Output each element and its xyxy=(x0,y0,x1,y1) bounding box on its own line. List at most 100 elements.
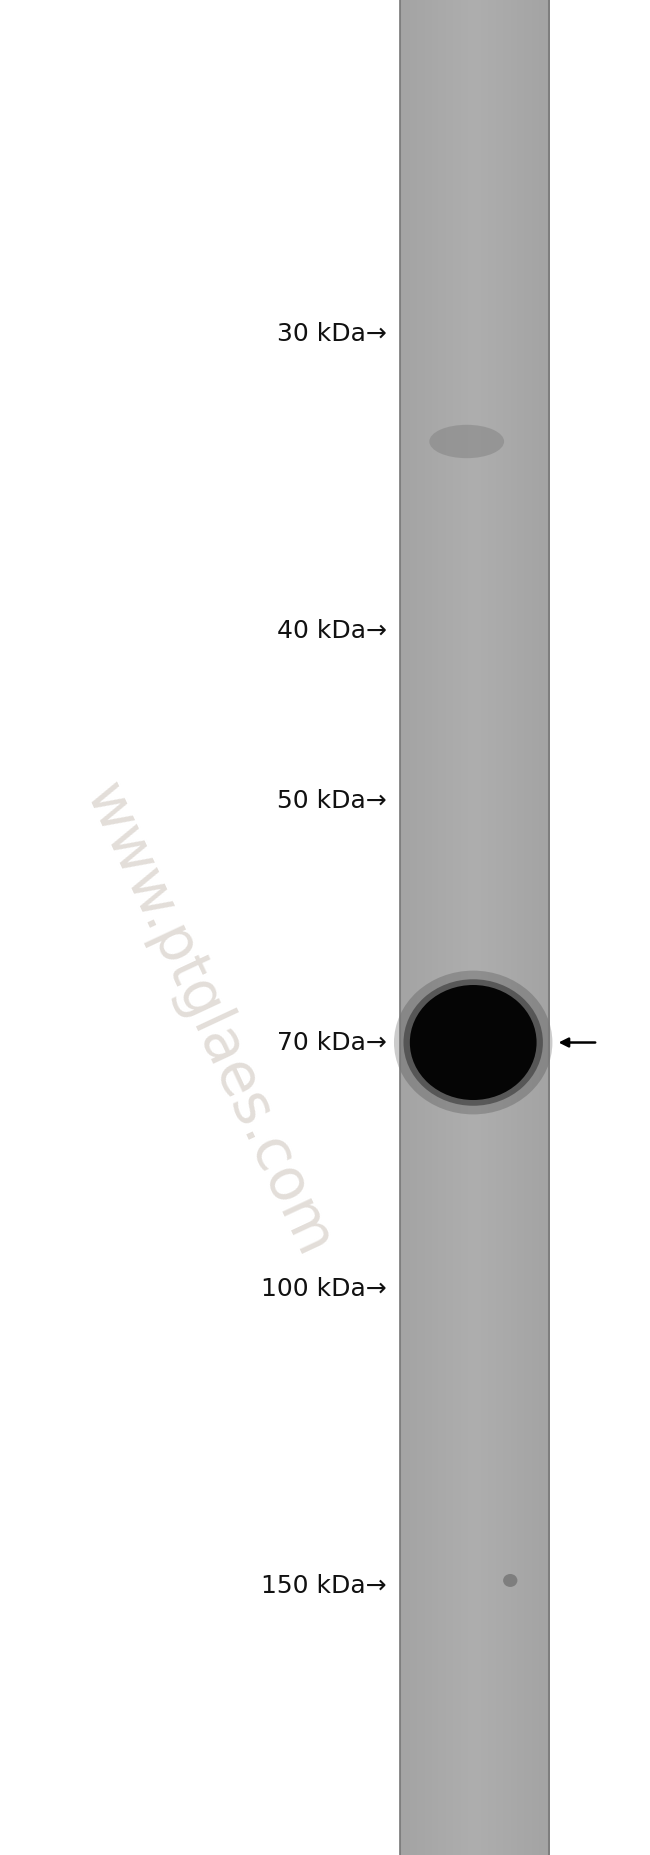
Bar xyxy=(523,0,525,1855)
Bar xyxy=(400,0,402,1855)
Bar xyxy=(467,0,469,1855)
Bar xyxy=(548,0,550,1855)
Bar xyxy=(484,0,486,1855)
Bar xyxy=(436,0,438,1855)
Bar xyxy=(468,0,470,1855)
Bar xyxy=(519,0,521,1855)
Bar xyxy=(499,0,501,1855)
Bar xyxy=(426,0,428,1855)
Bar xyxy=(463,0,465,1855)
Bar xyxy=(416,0,418,1855)
Text: 40 kDa→: 40 kDa→ xyxy=(277,620,387,642)
Bar xyxy=(427,0,429,1855)
Bar xyxy=(465,0,467,1855)
Bar xyxy=(407,0,409,1855)
Bar xyxy=(521,0,523,1855)
Text: www.ptglaes.com: www.ptglaes.com xyxy=(73,775,343,1265)
Bar xyxy=(507,0,509,1855)
Bar xyxy=(457,0,459,1855)
Ellipse shape xyxy=(429,425,504,458)
Bar xyxy=(438,0,440,1855)
Bar xyxy=(450,0,452,1855)
Bar xyxy=(461,0,463,1855)
Bar xyxy=(456,0,458,1855)
Bar xyxy=(533,0,535,1855)
Bar xyxy=(541,0,543,1855)
Bar xyxy=(434,0,436,1855)
Bar xyxy=(415,0,417,1855)
Bar xyxy=(404,0,406,1855)
Bar xyxy=(473,0,475,1855)
Bar xyxy=(413,0,415,1855)
Bar xyxy=(504,0,506,1855)
Bar xyxy=(452,0,454,1855)
Bar xyxy=(424,0,426,1855)
Bar xyxy=(489,0,491,1855)
Bar xyxy=(534,0,536,1855)
Bar xyxy=(435,0,437,1855)
Bar xyxy=(445,0,447,1855)
Bar xyxy=(536,0,538,1855)
Bar xyxy=(543,0,545,1855)
Bar xyxy=(442,0,444,1855)
Ellipse shape xyxy=(394,970,552,1115)
Bar xyxy=(471,0,473,1855)
Bar xyxy=(451,0,452,1855)
Bar xyxy=(487,0,489,1855)
Bar xyxy=(538,0,540,1855)
Text: 30 kDa→: 30 kDa→ xyxy=(277,323,387,345)
Bar xyxy=(547,0,549,1855)
Bar xyxy=(530,0,532,1855)
Bar xyxy=(477,0,479,1855)
Bar xyxy=(522,0,524,1855)
Bar xyxy=(419,0,421,1855)
Bar xyxy=(515,0,517,1855)
Ellipse shape xyxy=(503,1573,517,1588)
Bar xyxy=(511,0,512,1855)
Bar xyxy=(498,0,500,1855)
Bar xyxy=(478,0,480,1855)
Bar xyxy=(443,0,445,1855)
Bar xyxy=(439,0,441,1855)
Bar xyxy=(508,0,510,1855)
Bar xyxy=(408,0,410,1855)
Bar xyxy=(493,0,495,1855)
Bar xyxy=(462,0,464,1855)
Bar xyxy=(441,0,443,1855)
Bar xyxy=(417,0,419,1855)
Bar xyxy=(421,0,422,1855)
Bar xyxy=(454,0,456,1855)
Bar xyxy=(453,0,455,1855)
Bar xyxy=(492,0,494,1855)
Bar xyxy=(430,0,432,1855)
Ellipse shape xyxy=(404,979,543,1106)
Bar xyxy=(497,0,499,1855)
Bar xyxy=(474,0,476,1855)
Bar xyxy=(544,0,546,1855)
Bar xyxy=(411,0,413,1855)
Bar xyxy=(447,0,449,1855)
Bar xyxy=(483,0,485,1855)
Bar xyxy=(537,0,539,1855)
Bar xyxy=(525,0,527,1855)
Bar xyxy=(472,0,474,1855)
Bar xyxy=(446,0,448,1855)
Text: 150 kDa→: 150 kDa→ xyxy=(261,1575,387,1597)
Bar xyxy=(423,0,425,1855)
Bar xyxy=(420,0,422,1855)
Bar xyxy=(460,0,461,1855)
Bar xyxy=(401,0,403,1855)
Bar xyxy=(496,0,497,1855)
Bar xyxy=(510,0,512,1855)
Bar xyxy=(469,0,471,1855)
Bar xyxy=(428,0,430,1855)
Bar xyxy=(540,0,541,1855)
Bar xyxy=(476,0,478,1855)
Bar xyxy=(503,0,505,1855)
Bar xyxy=(431,0,433,1855)
Bar xyxy=(402,0,404,1855)
Bar xyxy=(422,0,424,1855)
Bar xyxy=(500,0,502,1855)
Bar xyxy=(532,0,534,1855)
Bar xyxy=(506,0,508,1855)
